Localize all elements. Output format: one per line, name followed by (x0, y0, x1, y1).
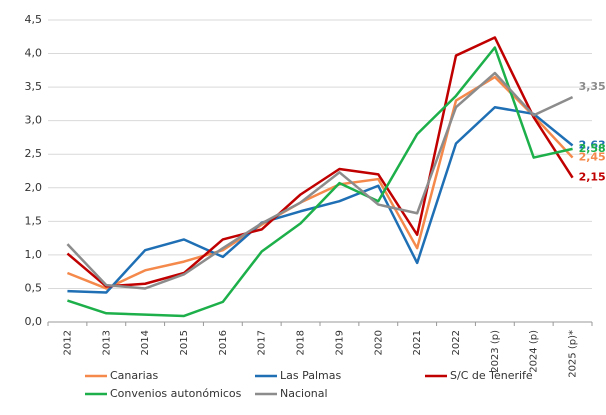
y-tick-label: 2,5 (25, 147, 43, 160)
x-tick-label: 2012 (62, 330, 73, 355)
y-tick-label: 4,0 (25, 47, 43, 60)
series-line (66, 36, 574, 288)
y-tick-label: 0,0 (25, 315, 43, 328)
y-tick-label: 0,5 (25, 281, 43, 294)
legend-label: Nacional (280, 387, 328, 400)
x-tick-label: 2019 (334, 330, 345, 355)
x-tick-label: 2014 (140, 330, 151, 355)
series-line (67, 105, 574, 294)
value-label: 2,58 (579, 142, 606, 155)
series-line (66, 75, 574, 290)
x-tick-label: 2022 (451, 330, 462, 355)
x-tick-label: 2023 (p) (490, 330, 501, 373)
legend-label: Canarias (110, 369, 158, 382)
value-label: 2,45 (579, 151, 606, 164)
y-tick-label: 4,5 (25, 13, 43, 26)
x-tick-label: 2025 (p)* (568, 330, 579, 378)
y-tick-label: 1,5 (25, 214, 43, 227)
x-tick-label: 2020 (373, 330, 384, 355)
x-tick-label: 2021 (412, 330, 423, 355)
y-tick-label: 3,5 (25, 80, 43, 93)
legend-label: Las Palmas (280, 369, 341, 382)
value-label: 3,35 (579, 80, 606, 93)
x-tick-label: 2017 (257, 330, 268, 355)
value-label: 2,63 (579, 138, 606, 151)
x-tick-label: 2024 (p) (529, 330, 540, 373)
y-tick-label: 3,0 (25, 114, 43, 127)
legend-label: Convenios autonómicos (110, 387, 242, 400)
y-tick-label: 2,0 (25, 181, 43, 194)
y-tick-label: 1,0 (25, 248, 43, 261)
legend-label: S/C de Tenerife (450, 369, 533, 382)
x-tick-label: 2015 (179, 330, 190, 355)
x-tick-label: 2013 (101, 330, 112, 355)
series-line (66, 71, 574, 290)
value-label: 2,15 (579, 171, 606, 184)
x-tick-label: 2016 (218, 330, 229, 355)
x-tick-label: 2018 (296, 330, 307, 355)
series-line (67, 46, 573, 318)
